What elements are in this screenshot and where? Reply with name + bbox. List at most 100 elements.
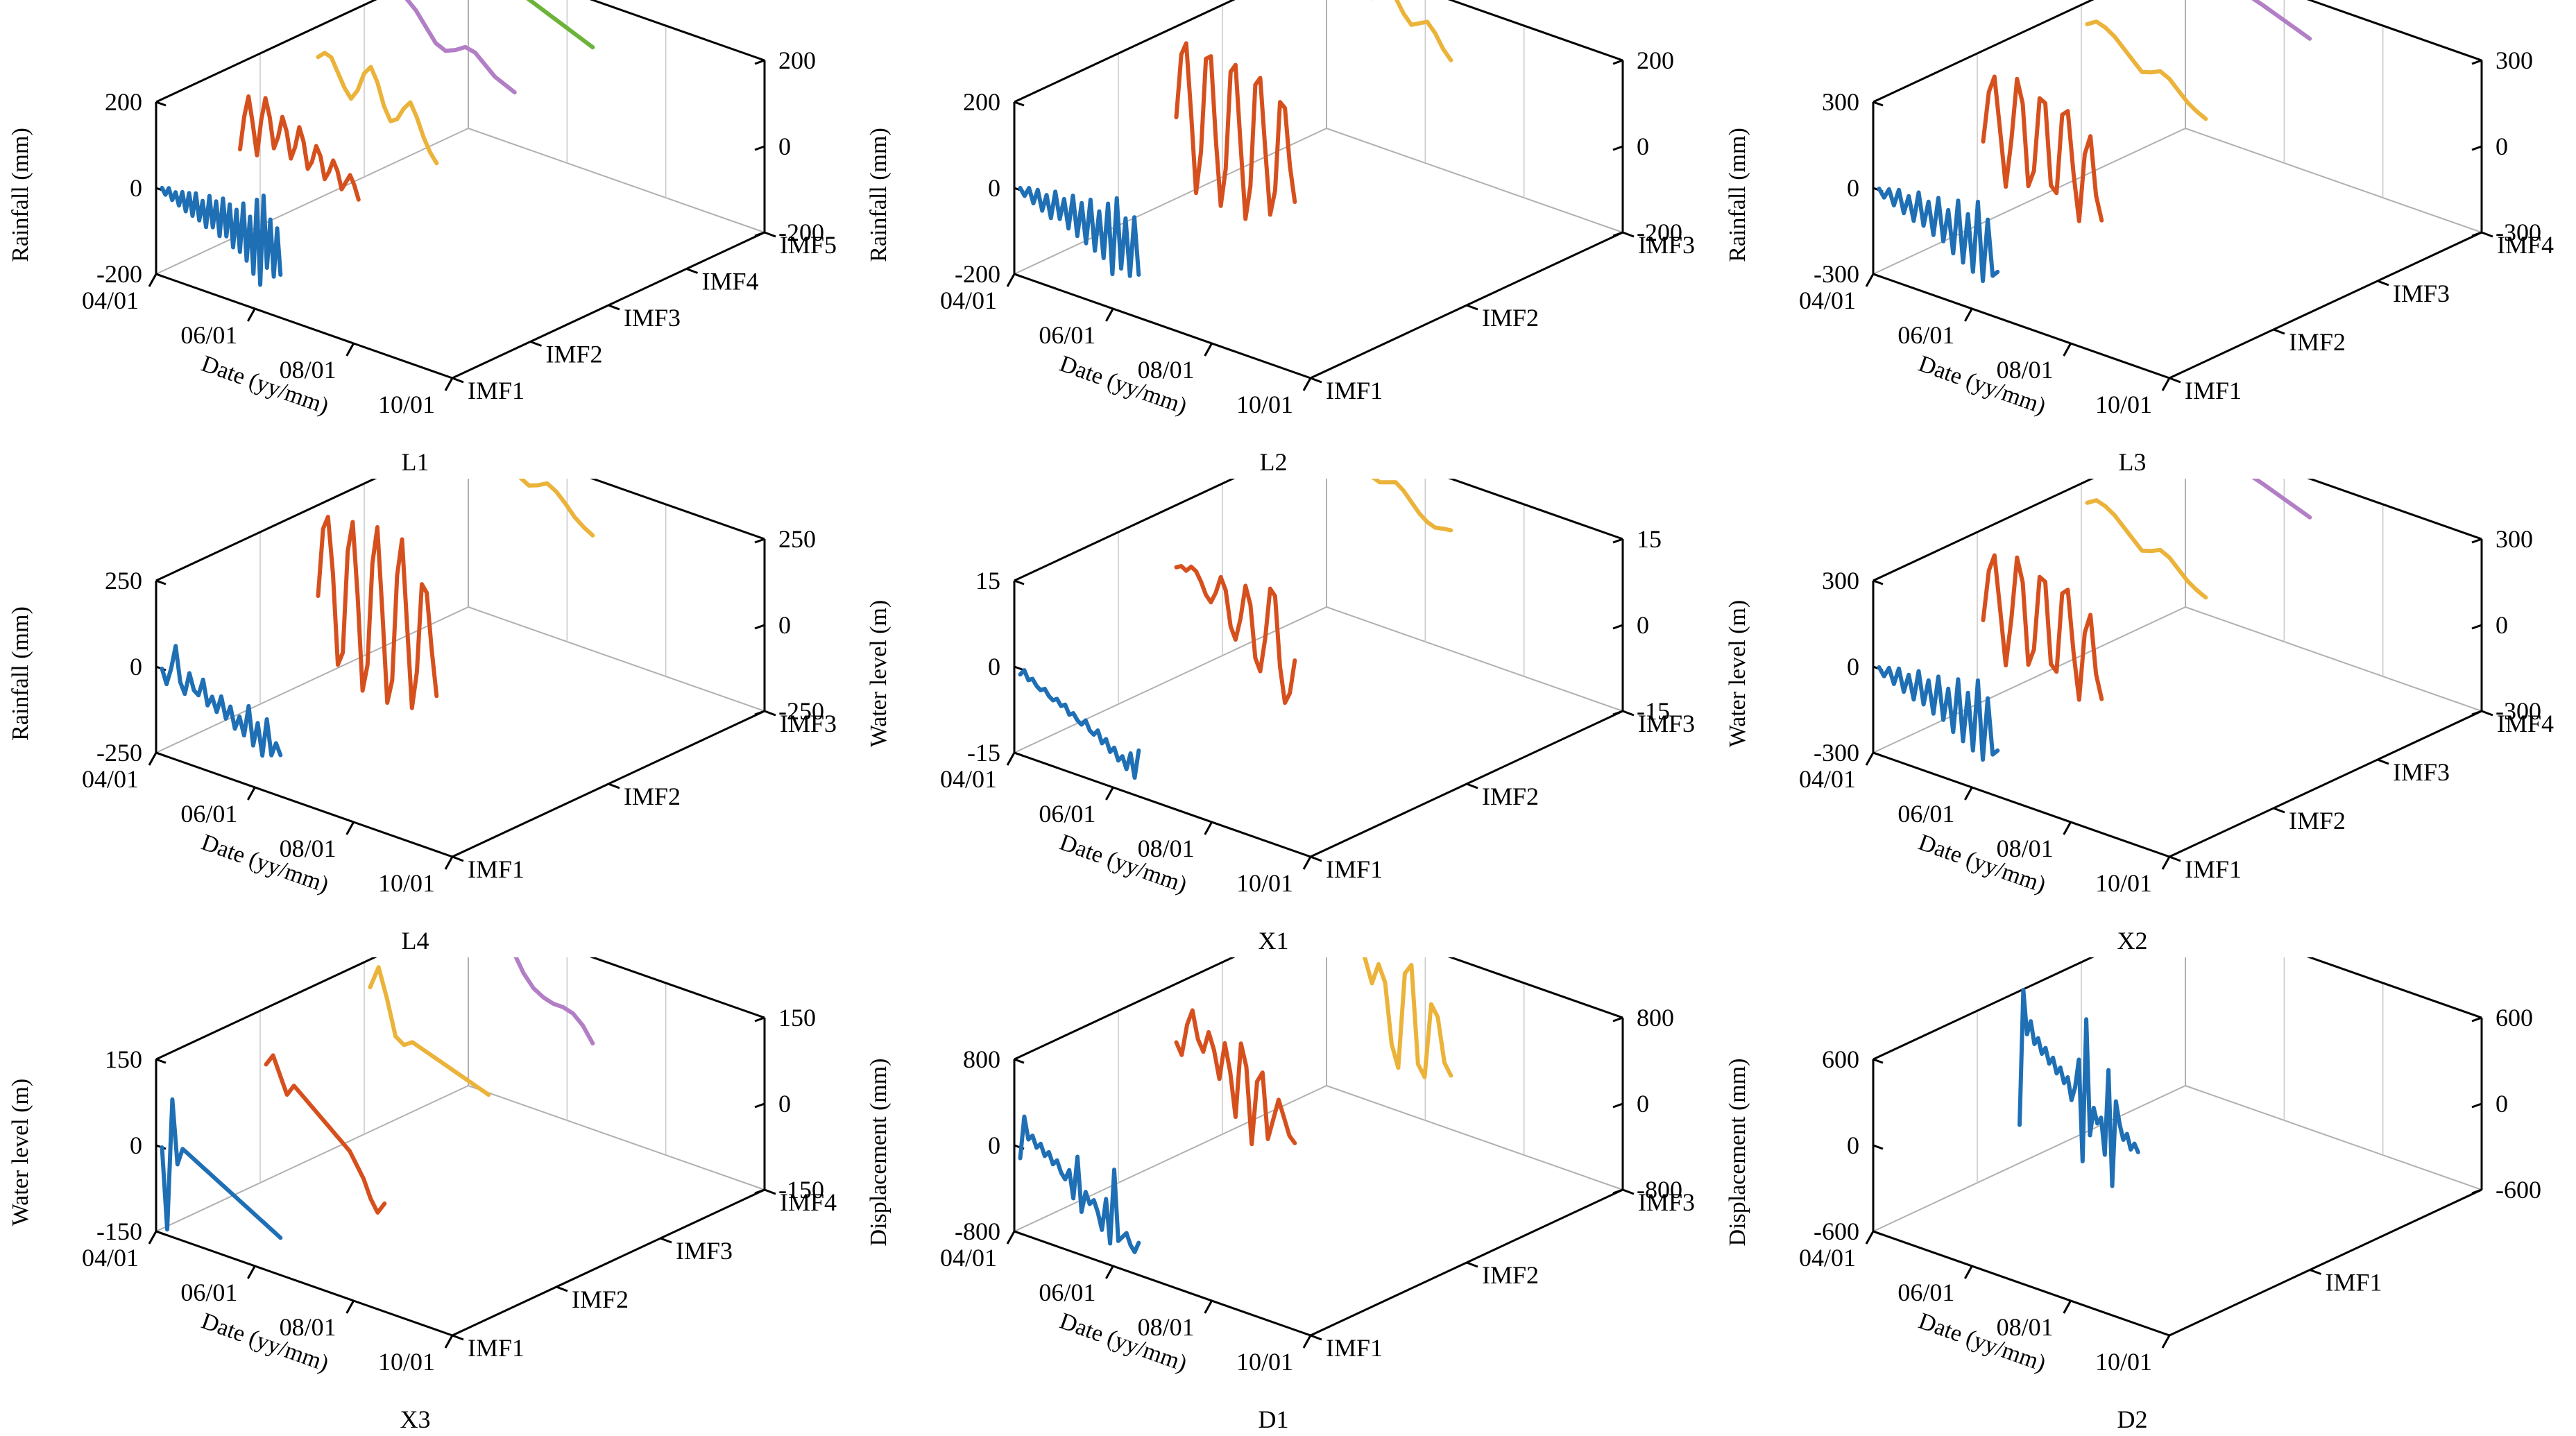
axis-line bbox=[1014, 957, 1236, 1061]
axis-line bbox=[155, 1230, 453, 1337]
series-line-imf2 bbox=[1174, 564, 1297, 706]
y-tick-right bbox=[754, 231, 765, 237]
series-group bbox=[1018, 957, 1453, 1254]
series-line-imf4 bbox=[2251, 0, 2312, 41]
x-tick-label: 10/01 bbox=[378, 391, 435, 418]
wall-line bbox=[1873, 957, 2094, 1060]
axes bbox=[1872, 957, 2483, 1337]
wall-line bbox=[155, 1085, 469, 1232]
axis-line bbox=[452, 1188, 765, 1337]
y-tick-label-right: -300 bbox=[2496, 697, 2541, 725]
axis-line bbox=[1014, 1230, 1311, 1337]
y-tick-label-right: 150 bbox=[778, 1004, 816, 1032]
axes bbox=[1872, 479, 2483, 858]
panel-label: X2 bbox=[2117, 927, 2148, 955]
y-tick-label-right: 0 bbox=[778, 133, 791, 160]
z-tick bbox=[1466, 304, 1478, 311]
series-line-imf2 bbox=[1174, 1008, 1297, 1147]
y-tick-label-left: -15 bbox=[967, 739, 1000, 767]
x-tick bbox=[1006, 752, 1016, 766]
y-tick-label-right: 800 bbox=[1637, 1004, 1674, 1032]
axis-line bbox=[1014, 751, 1311, 858]
z-tick-label: IMF3 bbox=[2393, 280, 2450, 307]
x-tick bbox=[247, 787, 256, 801]
y-tick-label-right: 15 bbox=[1637, 525, 1662, 553]
y-tick-right bbox=[754, 1016, 765, 1023]
x-tick-label: 08/01 bbox=[280, 356, 336, 384]
wall-line bbox=[1873, 0, 2094, 103]
y-tick-label-left: 0 bbox=[988, 653, 1000, 681]
x-tick bbox=[1865, 1231, 1875, 1245]
wall-line bbox=[1014, 606, 1327, 753]
chart-panel-l2: -200 -200 0 0 200 200 Rainfall (mm) 04/01 06/01 0… bbox=[866, 0, 1695, 476]
x-tick-label: 08/01 bbox=[1138, 835, 1195, 862]
z-tick bbox=[1622, 710, 1635, 717]
y-tick-label-right: -800 bbox=[1637, 1176, 1682, 1204]
x-tick-label: 10/01 bbox=[2095, 1348, 2152, 1376]
z-tick bbox=[2377, 758, 2389, 765]
y-axis-label: Water level (m) bbox=[8, 1079, 33, 1226]
z-tick-label: IMF1 bbox=[468, 855, 524, 883]
z-tick-label: IMF4 bbox=[2497, 231, 2554, 259]
back-walls bbox=[155, 957, 765, 1232]
y-tick-left bbox=[155, 101, 167, 107]
z-tick-label: IMF2 bbox=[572, 1285, 629, 1313]
y-tick-label-left: -150 bbox=[96, 1217, 142, 1245]
y-tick-label-left: 600 bbox=[1822, 1045, 1859, 1073]
y-axis-label: Rainfall (mm) bbox=[866, 128, 892, 262]
series-line-imf1 bbox=[1018, 185, 1141, 278]
y-tick-right bbox=[754, 145, 765, 151]
y-tick-right bbox=[2471, 231, 2482, 237]
x-tick-label: 10/01 bbox=[378, 869, 435, 897]
x-tick-label: 04/01 bbox=[940, 287, 997, 314]
y-tick-left bbox=[155, 273, 167, 279]
y-tick-label-left: 0 bbox=[130, 174, 142, 202]
x-tick bbox=[1105, 787, 1114, 801]
x-tick bbox=[346, 821, 355, 835]
axis-line bbox=[155, 479, 377, 582]
y-tick-left bbox=[1873, 751, 1884, 758]
wall-line bbox=[1326, 128, 1623, 233]
x-tick-label: 06/01 bbox=[1897, 800, 1954, 828]
z-tick bbox=[764, 1188, 776, 1195]
y-tick-left bbox=[1014, 101, 1025, 107]
x-tick bbox=[1964, 308, 1973, 322]
z-tick-label: IMF4 bbox=[2497, 710, 2554, 737]
wall-line bbox=[1326, 606, 1623, 712]
z-tick bbox=[764, 231, 776, 238]
y-tick-label-right: 250 bbox=[778, 525, 816, 553]
x-tick-label: 06/01 bbox=[180, 800, 237, 828]
x-tick-label: 08/01 bbox=[280, 835, 336, 862]
y-tick-left bbox=[1014, 1058, 1025, 1064]
series-line-imf1 bbox=[160, 1097, 283, 1240]
z-tick-label: IMF2 bbox=[624, 783, 681, 810]
z-tick-label: IMF1 bbox=[2185, 855, 2242, 883]
x-tick-label: 08/01 bbox=[280, 1313, 336, 1341]
y-tick-label-left: 0 bbox=[988, 174, 1000, 202]
chart-panel-l4: -250 -250 0 0 250 250 Rainfall (mm) 04/01 06/01 0… bbox=[8, 479, 837, 955]
axis-line bbox=[1873, 957, 2095, 1061]
y-tick-label-left: -200 bbox=[955, 260, 1000, 288]
y-tick-label-right: 300 bbox=[2496, 525, 2533, 553]
panel-label: L3 bbox=[2119, 448, 2147, 476]
wall-line bbox=[155, 957, 377, 1060]
z-tick bbox=[2377, 280, 2389, 287]
series-line-imf2 bbox=[1174, 41, 1297, 221]
z-tick bbox=[1466, 1261, 1478, 1268]
panel-label: X3 bbox=[400, 1405, 431, 1433]
x-tick bbox=[247, 1265, 256, 1279]
axis-line bbox=[1447, 0, 1623, 62]
z-tick-label: IMF3 bbox=[1638, 231, 1695, 259]
series-group bbox=[1877, 0, 2312, 283]
axis-line bbox=[589, 0, 765, 62]
chart-panel-l1: -200 -200 0 0 200 200 Rainfall (mm) 04/01 06/01 0… bbox=[8, 0, 837, 476]
y-tick-left bbox=[155, 751, 167, 758]
z-tick-label: IMF4 bbox=[702, 268, 759, 296]
axes bbox=[155, 957, 766, 1337]
back-walls bbox=[1873, 957, 2482, 1232]
series-line-imf3 bbox=[316, 51, 439, 166]
y-tick-label-left: 800 bbox=[963, 1045, 1000, 1073]
series-line-imf3 bbox=[1371, 479, 1453, 533]
z-tick bbox=[2273, 807, 2285, 814]
x-tick bbox=[2161, 856, 2171, 870]
